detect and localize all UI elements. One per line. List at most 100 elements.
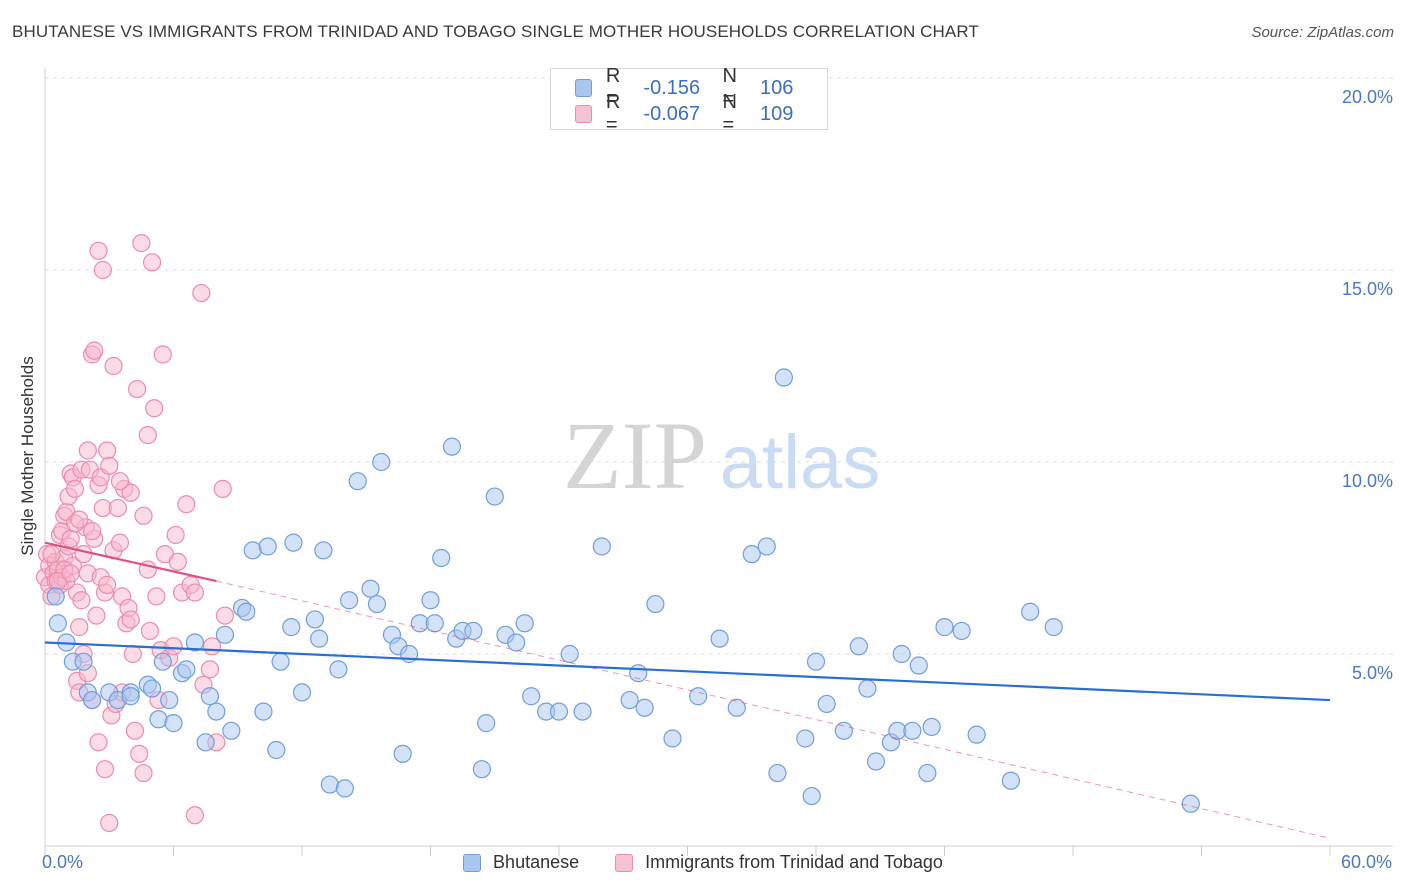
trinidad-point [177,495,196,514]
bhutanese-point [215,625,234,644]
legend-n-value: 106 [759,76,794,99]
trinidad-point [78,441,97,460]
bhutanese-point [560,644,579,664]
legend-r-label: R = [605,91,621,136]
trinidad-point [147,587,166,606]
trinidad-point [138,426,157,445]
bhutanese-point [393,744,412,763]
bhutanese-point [646,594,665,614]
trinidad-point [200,660,220,679]
bhutanese-point [160,690,179,710]
bhutanese-point [549,702,569,721]
bhutanese-point [573,702,592,721]
bhutanese-point [477,714,496,733]
trinidad-point [65,479,85,498]
legend-n-label: N = [722,91,737,136]
bhutanese-trend-line [44,641,1331,702]
bhutanese-point [185,633,205,652]
trend-lines [44,541,1331,839]
bhutanese-point [310,629,329,648]
bhutanese-point [918,763,937,783]
x-tick-min: 0.0% [42,852,84,872]
legend-swatch-blue [575,79,592,97]
source-label: Source: ZipAtlas.com [1251,24,1394,41]
trinidad-point [61,529,80,548]
y-tick-labels: 5.0% 10.0% 15.0% 20.0% [1342,87,1393,683]
bhutanese-point [952,621,971,641]
bhutanese-point [74,652,93,671]
bhutanese-point [689,687,708,706]
bhutanese-point [200,687,220,706]
bhutanese-point [592,537,611,556]
bhutanese-point [834,721,853,740]
bhutanese-point [196,733,215,752]
legend-swatch-pink [575,105,592,123]
trinidad-point [185,806,205,825]
trinidad-point [185,583,205,602]
trinidad-point [83,522,102,541]
trinidad-point [215,606,234,625]
bhutanese-point [806,652,826,671]
x-tick-max: 60.0% [1340,852,1392,872]
bhutanese-point [774,368,793,387]
trinidad-point [125,721,145,740]
legend-r-label: R = [605,65,621,110]
bhutanese-point [849,637,868,656]
bhutanese-point [284,533,303,552]
trinidad-point [123,644,142,664]
axes [44,68,1393,856]
trinidad-point [100,456,119,475]
bhutanese-point [340,591,359,610]
bhutanese-point [177,660,196,679]
legend-label-trinidad: Immigrants from Trinidad and Tobago [645,852,943,872]
trinidad-point [100,813,119,833]
legend-swatch-blue [463,853,482,872]
chart-title: BHUTANESE VS IMMIGRANTS FROM TRINIDAD AN… [12,22,979,41]
trinidad-point [72,591,91,610]
bhutanese-point [142,679,162,698]
trinidad-point [121,610,140,629]
trinidad-point [95,760,115,779]
correlation-legend: R = -0.156 N = 106 R = -0.067 N = 109 [550,65,828,136]
bhutanese-point [485,487,504,506]
trinidad-point [127,379,147,399]
bhutanese-point [292,683,312,702]
bhutanese-point [314,541,333,560]
bhutanese-point [935,618,954,637]
legend-n-value: 109 [759,102,794,125]
bhutanese-point [757,537,776,556]
bhutanese-point [522,687,541,706]
legend-item-bhutanese[interactable]: Bhutanese [463,852,579,873]
trinidad-point [70,510,89,529]
bhutanese-point [620,690,639,710]
trinidad-point [168,552,187,571]
trinidad-point [166,525,185,545]
bhutanese-point [367,594,387,614]
legend-label-bhutanese: Bhutanese [493,852,580,872]
bhutanese-point [335,779,354,798]
trinidad-point [110,533,130,552]
bhutanese-point [768,763,787,783]
bhutanese-point [727,698,746,717]
trinidad-point [110,472,130,491]
bhutanese-point [254,702,273,721]
bhutanese-point [515,614,534,633]
y-tick-label: 20.0% [1342,87,1393,107]
trinidad-point [108,498,127,518]
legend-row-bhutanese: R = -0.156 N = 106 [575,65,827,110]
bhutanese-point [866,752,886,771]
bhutanese-point [46,587,65,606]
trinidad-point [140,621,160,641]
trinidad-point [89,733,108,752]
bhutanese-point [802,786,821,806]
legend-item-trinidad[interactable]: Immigrants from Trinidad and Tobago [615,852,943,873]
bhutanese-point [149,710,168,729]
bhutanese-point [817,694,836,714]
bhutanese-point [222,721,241,740]
trinidad-point [130,744,149,763]
bhutanese-point [629,664,648,683]
bhutanese-point [1044,618,1063,637]
trinidad-point [145,399,164,418]
series-bhutanese-points [46,368,1200,813]
bhutanese-point [164,714,183,733]
